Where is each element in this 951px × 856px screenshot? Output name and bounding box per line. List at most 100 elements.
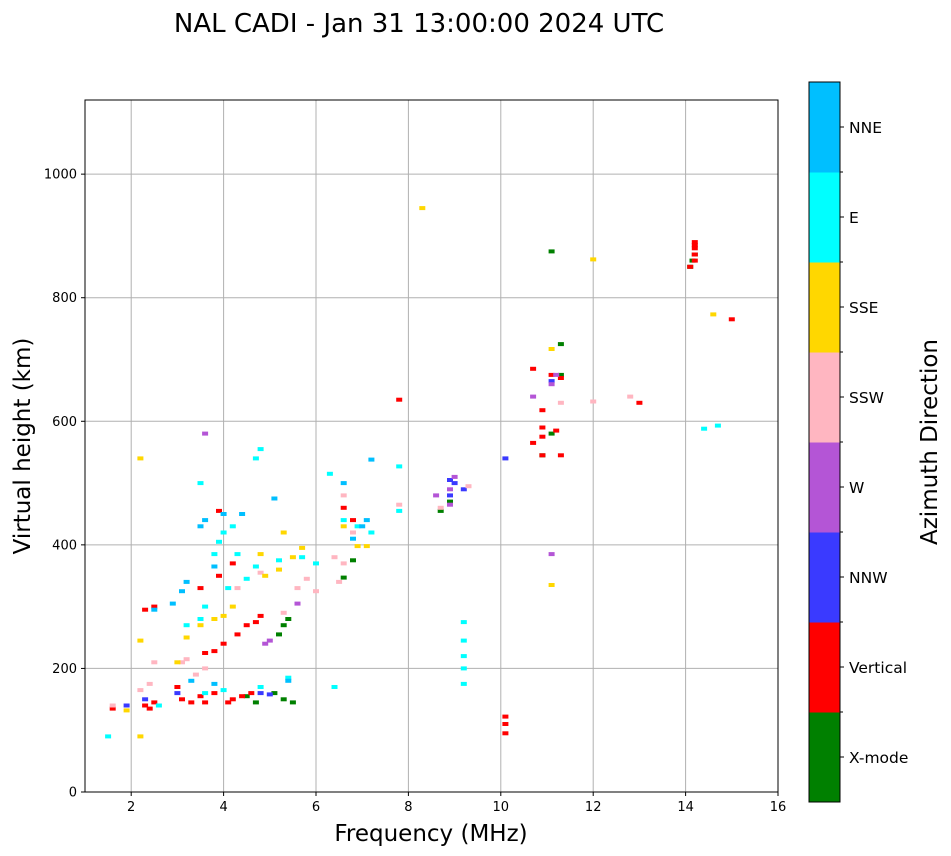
- data-point: [350, 530, 356, 535]
- data-point: [502, 456, 509, 461]
- data-point: [460, 620, 467, 625]
- data-point: [220, 613, 227, 618]
- data-point: [687, 264, 694, 269]
- data-point: [548, 382, 555, 387]
- data-point: [340, 561, 347, 566]
- data-point: [590, 399, 597, 404]
- x-tick-label: 14: [677, 800, 694, 815]
- data-point: [433, 493, 440, 498]
- data-point: [243, 694, 250, 699]
- data-point: [451, 481, 458, 486]
- data-point: [363, 518, 370, 523]
- data-point: [225, 700, 232, 705]
- data-point: [174, 660, 181, 665]
- data-point: [557, 342, 564, 347]
- x-tick-label: 6: [312, 800, 320, 815]
- data-point: [340, 575, 347, 580]
- data-point: [340, 518, 347, 523]
- data-point: [548, 379, 555, 384]
- data-point: [557, 372, 564, 377]
- data-point: [451, 474, 458, 479]
- data-point: [197, 617, 204, 621]
- data-point: [183, 657, 190, 662]
- colorbar: X-mode Vertical NNW W SSW SSE E NNE: [809, 82, 908, 803]
- data-point: [460, 654, 467, 659]
- data-point: [280, 623, 287, 628]
- colorbar-category-label: W: [849, 479, 864, 497]
- data-point: [368, 530, 375, 535]
- data-point: [701, 426, 708, 431]
- data-point: [252, 564, 259, 569]
- data-point: [123, 708, 130, 713]
- data-point: [396, 397, 403, 402]
- data-point: [211, 564, 218, 569]
- data-point: [294, 586, 301, 591]
- data-point: [502, 722, 509, 726]
- data-point: [109, 703, 116, 708]
- series-ssw: [109, 394, 634, 708]
- colorbar-category-label: X-mode: [849, 749, 908, 767]
- data-point: [248, 691, 255, 696]
- data-point: [197, 524, 204, 529]
- data-point: [340, 493, 347, 498]
- data-point: [220, 530, 227, 535]
- data-point: [419, 206, 426, 211]
- data-point: [266, 638, 273, 643]
- data-point: [326, 471, 333, 476]
- data-point: [447, 502, 453, 507]
- y-tick-label: 1000: [44, 168, 77, 183]
- colorbar-segment: [809, 352, 840, 443]
- series-vertical: [109, 240, 735, 736]
- data-point: [396, 502, 403, 507]
- data-point: [257, 570, 264, 575]
- data-point: [548, 431, 555, 436]
- data-point: [280, 610, 287, 615]
- data-point: [691, 258, 698, 263]
- data-point: [502, 714, 509, 719]
- data-point: [460, 487, 467, 492]
- series-nne: [151, 457, 375, 686]
- x-tick-label: 8: [404, 800, 412, 815]
- data-point: [142, 607, 149, 612]
- data-point: [151, 660, 158, 665]
- y-tick-label: 200: [52, 662, 77, 677]
- data-point: [714, 423, 721, 428]
- data-point: [137, 456, 144, 461]
- y-tick-label: 400: [52, 538, 77, 553]
- data-point: [691, 240, 698, 245]
- data-point: [280, 697, 287, 702]
- data-point: [257, 685, 264, 689]
- series-e: [105, 423, 721, 739]
- data-point: [225, 586, 232, 591]
- data-point: [728, 317, 735, 322]
- y-axis-label: Virtual height (km): [10, 338, 36, 555]
- data-point: [137, 734, 144, 739]
- data-point: [202, 700, 209, 705]
- data-point: [530, 394, 537, 399]
- x-tick-label: 12: [585, 800, 602, 815]
- data-point: [234, 632, 241, 637]
- data-point: [460, 681, 467, 686]
- data-point: [137, 688, 144, 693]
- series-sse: [123, 206, 717, 739]
- y-tick-label: 0: [69, 786, 77, 801]
- data-point: [548, 372, 555, 377]
- y-axis-ticks: 0 200 400 600 800 1000: [44, 168, 85, 801]
- data-point: [179, 589, 185, 594]
- data-point: [266, 692, 273, 697]
- data-point: [211, 617, 218, 621]
- data-point: [437, 505, 444, 510]
- data-point: [202, 651, 209, 655]
- data-point: [539, 425, 546, 430]
- data-point: [354, 524, 361, 529]
- data-point: [465, 484, 472, 489]
- data-point: [280, 530, 287, 535]
- data-point: [557, 376, 564, 380]
- data-point: [179, 697, 185, 702]
- x-axis-label: Frequency (MHz): [334, 821, 527, 847]
- series-x-mode: [243, 249, 698, 705]
- data-point: [350, 558, 356, 563]
- colorbar-category-label: SSE: [849, 299, 878, 317]
- data-point: [211, 552, 218, 557]
- data-point: [590, 257, 597, 262]
